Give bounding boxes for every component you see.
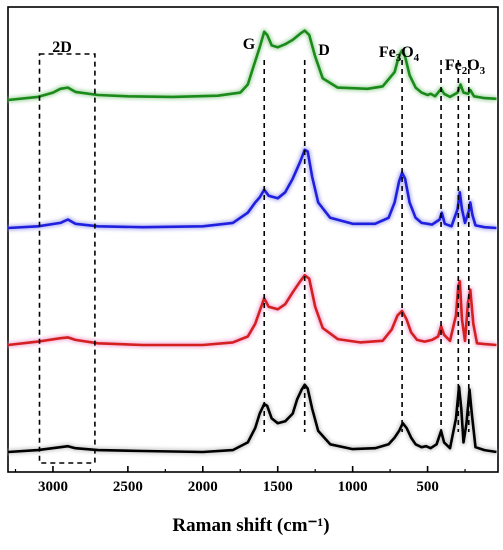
x-tick-label-500: 500: [416, 479, 439, 495]
series-3-halo: [7, 272, 497, 348]
series-2-halo: [7, 146, 497, 231]
annotation-2d: 2D: [52, 39, 72, 56]
fe3o4-part-2: 3: [396, 52, 402, 64]
x-tick-label-2500: 2500: [113, 479, 143, 495]
x-tick-label-1000: 1000: [338, 479, 368, 495]
annotation-g: G: [243, 36, 256, 53]
x-axis-ticks: 3000 2500 2000 1500 1000 500: [14, 466, 466, 495]
fe3o4-part-4: 4: [414, 52, 420, 64]
annotation-fe2o3: Fe2O3: [445, 57, 486, 77]
x-tick-label-2000: 2000: [188, 479, 218, 495]
annotation-d: D: [318, 42, 330, 59]
fe2o3-part-3: O: [467, 57, 479, 74]
peak-markers: [263, 60, 470, 432]
fe2o3-part-2: 2: [462, 65, 468, 77]
x-axis-title: Raman shift (cm⁻¹): [172, 515, 329, 536]
series-2-line: [7, 148, 497, 230]
two-d-region-box: [38, 53, 96, 464]
annotation-fe3o4: Fe3O4: [379, 44, 420, 64]
spectra-lines: [7, 27, 497, 455]
fe2o3-part-4: 3: [480, 65, 486, 77]
series-3-line: [7, 273, 497, 347]
series-1-line: [7, 29, 497, 102]
series-4-halo: [7, 381, 497, 455]
plot-frame: [7, 6, 499, 473]
fe2o3-part-1: Fe: [445, 57, 462, 74]
fe3o4-part-1: Fe: [379, 44, 396, 61]
fe3o4-part-3: O: [401, 44, 413, 61]
x-tick-label-1500: 1500: [263, 479, 293, 495]
series-4-line: [7, 383, 497, 454]
x-tick-label-3000: 3000: [38, 479, 68, 495]
